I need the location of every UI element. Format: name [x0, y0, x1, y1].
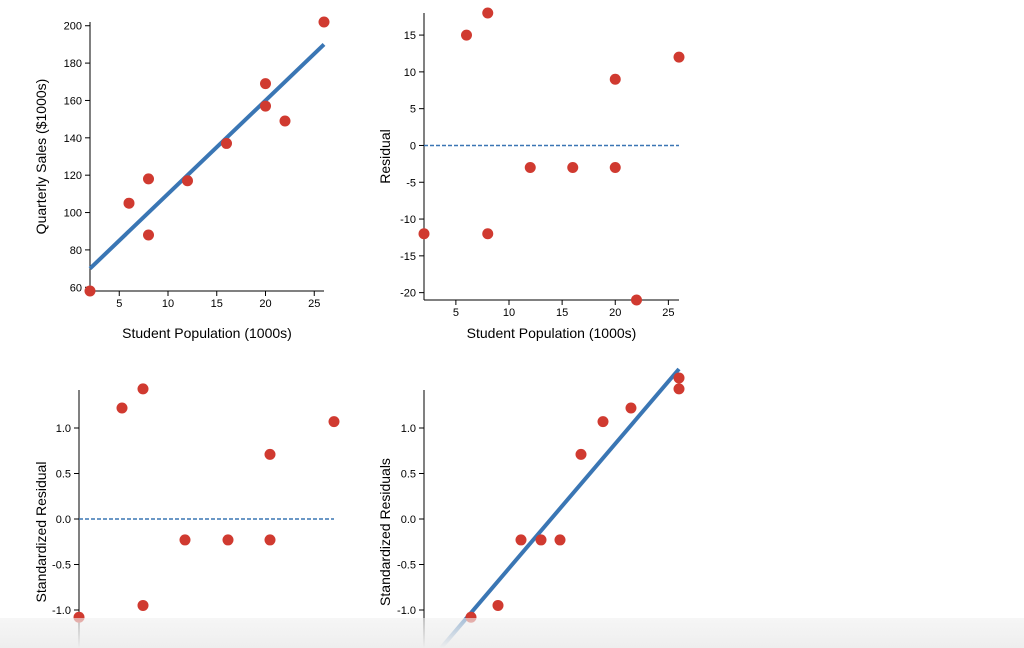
y-tick-label: 80 [70, 245, 82, 257]
data-point [609, 73, 621, 85]
data-point [123, 197, 135, 209]
x-tick-label: 5 [116, 298, 122, 310]
regression-line [88, 42, 326, 271]
y-tick-label: 0.0 [56, 514, 71, 526]
bottom-fade-overlay [0, 618, 1024, 648]
data-point [182, 175, 193, 187]
data-point [84, 285, 96, 297]
data-point [524, 162, 536, 174]
y-tick-label: -1.0 [52, 605, 71, 617]
x-tick-label: 25 [308, 298, 320, 310]
y-tick-label: -10 [400, 214, 416, 226]
y-tick-label: -20 [400, 288, 416, 300]
y-tick-label: 160 [64, 95, 82, 107]
data-point [137, 599, 149, 611]
y-axis-title: Residual [377, 129, 393, 183]
x-axis-title: Student Population (1000s) [467, 325, 637, 341]
data-point [625, 402, 637, 414]
data-point [179, 534, 191, 546]
data-point [515, 534, 527, 546]
y-tick-label: 120 [64, 170, 82, 182]
y-tick-label: -0.5 [52, 560, 71, 572]
x-tick-label: 20 [609, 307, 621, 319]
chart-panel-3: -1.0 -0.5 0.0 0.5 1.0 Standardized Residual [33, 383, 340, 648]
y-tick-label: 200 [64, 21, 82, 33]
data-point [609, 162, 621, 174]
y-tick-label: 60 [70, 282, 82, 294]
y-tick-label: 180 [64, 58, 82, 70]
data-point [260, 78, 271, 90]
data-point [492, 599, 504, 611]
data-point [260, 100, 271, 112]
data-point [567, 162, 579, 174]
data-point [673, 372, 685, 384]
y-tick-label: 1.0 [56, 423, 71, 435]
y-tick-label: -5 [406, 177, 416, 189]
data-point [418, 228, 430, 240]
y-axis-title: Standardized Residual [33, 462, 49, 603]
data-point [482, 228, 494, 240]
x-tick-label: 15 [556, 307, 568, 319]
data-point [116, 402, 128, 414]
data-point [279, 115, 291, 127]
data-point [673, 383, 685, 395]
data-point [143, 173, 154, 185]
x-axis-title: Student Population (1000s) [122, 325, 292, 341]
x-tick-label: 10 [503, 307, 515, 319]
regression-line [439, 367, 681, 648]
data-point [318, 16, 330, 28]
y-tick-label: 0.5 [56, 469, 71, 481]
y-tick-label: 100 [64, 208, 82, 220]
chart-panel-4: -1.0 -0.5 0.0 0.5 1.0 Standardized Residuals [377, 367, 685, 648]
data-point [597, 416, 609, 428]
y-tick-label: 5 [410, 104, 416, 116]
y-axis-title: Standardized Residuals [377, 458, 393, 606]
y-tick-label: 1.0 [401, 423, 416, 435]
y-tick-label: 0 [410, 140, 416, 152]
data-point [264, 448, 276, 460]
data-point [554, 534, 566, 546]
y-axis-title: Quarterly Sales ($1000s) [33, 79, 49, 235]
y-tick-label: 10 [404, 67, 416, 79]
y-tick-label: 140 [64, 133, 82, 145]
x-tick-label: 5 [453, 307, 459, 319]
data-point [535, 534, 547, 546]
data-point [482, 7, 494, 19]
y-tick-label: -0.5 [397, 560, 416, 572]
data-point [673, 51, 685, 63]
x-tick-label: 15 [211, 298, 223, 310]
data-point [328, 416, 340, 428]
data-point [631, 294, 642, 306]
data-point [461, 29, 472, 41]
x-tick-label: 10 [162, 298, 174, 310]
data-point [143, 229, 154, 241]
data-point [222, 534, 234, 546]
y-tick-label: 0.0 [401, 514, 416, 526]
y-tick-label: -1.0 [397, 605, 416, 617]
chart-panel-2: -20 -15 -10 -5 0 5 10 15 Residual 5 10 15 20 25 Studen… [377, 7, 685, 341]
y-tick-label: -15 [400, 251, 416, 263]
y-tick-label: 15 [404, 30, 416, 42]
data-point [137, 383, 149, 395]
data-point [575, 448, 587, 460]
x-tick-label: 25 [662, 307, 674, 319]
chart-panel-1: 60 80 100 120 140 160 180 200 Quarterly Sales ($… [33, 16, 330, 341]
x-tick-label: 20 [259, 298, 271, 310]
data-point [264, 534, 276, 546]
data-point [221, 137, 232, 149]
y-tick-label: 0.5 [401, 469, 416, 481]
